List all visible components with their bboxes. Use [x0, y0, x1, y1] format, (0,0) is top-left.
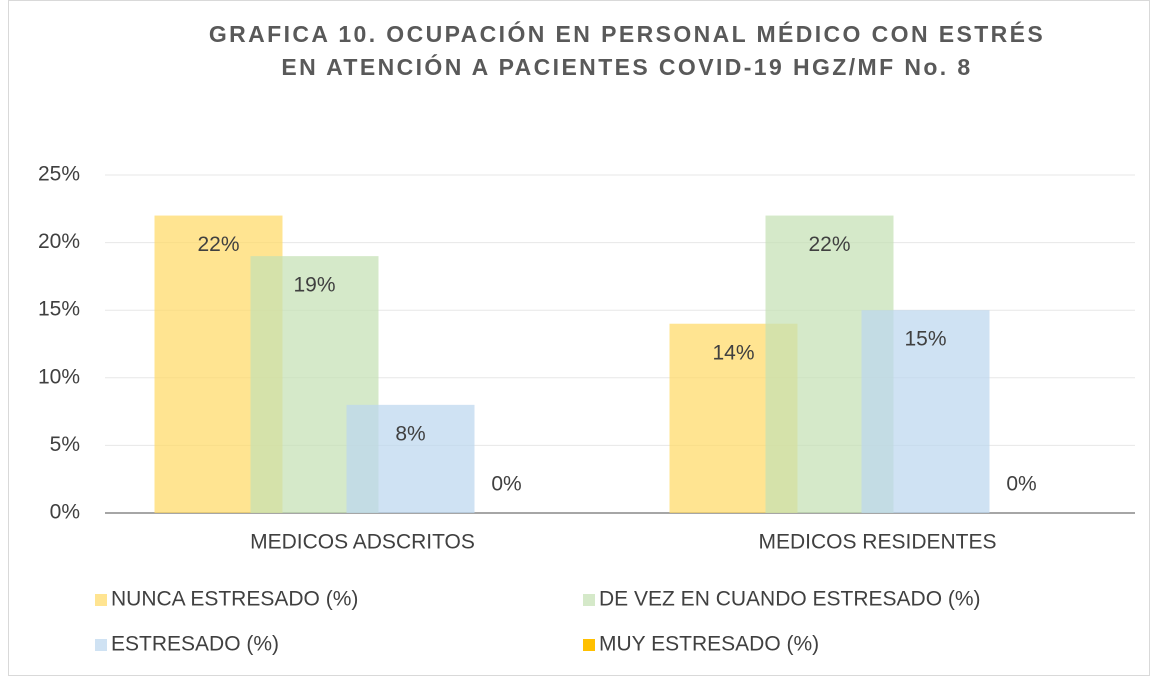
- data-label: 8%: [395, 422, 425, 445]
- y-tick-label: 25%: [38, 163, 80, 186]
- chart-title: GRAFICA 10. OCUPACIÓN EN PERSONAL MÉDICO…: [208, 21, 1046, 80]
- legend-label: DE VEZ EN CUANDO ESTRESADO (%): [599, 588, 981, 611]
- data-label: 0%: [1006, 473, 1036, 496]
- legend-label: NUNCA ESTRESADO (%): [111, 588, 358, 611]
- legend-label: MUY ESTRESADO (%): [599, 633, 819, 656]
- legend-swatch: [583, 639, 595, 651]
- data-label: 22%: [808, 233, 850, 256]
- data-label: 19%: [293, 274, 335, 297]
- x-tick-label: MEDICOS RESIDENTES: [758, 531, 996, 554]
- legend-label: ESTRESADO (%): [111, 633, 279, 656]
- chart-border: [8, 0, 1150, 676]
- data-label: 14%: [712, 341, 754, 364]
- data-label: 0%: [491, 473, 521, 496]
- y-tick-label: 15%: [38, 298, 80, 321]
- legend-swatch: [95, 594, 107, 606]
- bar: [861, 310, 990, 513]
- legend-swatch: [95, 639, 107, 651]
- legend-swatch: [583, 594, 595, 606]
- x-tick-label: MEDICOS ADSCRITOS: [250, 531, 475, 554]
- y-tick-label: 0%: [50, 501, 80, 524]
- data-label: 22%: [197, 233, 239, 256]
- y-tick-label: 5%: [50, 433, 80, 456]
- bar: [346, 404, 475, 513]
- data-label: 15%: [904, 328, 946, 351]
- y-tick-label: 10%: [38, 365, 80, 388]
- y-tick-label: 20%: [38, 230, 80, 253]
